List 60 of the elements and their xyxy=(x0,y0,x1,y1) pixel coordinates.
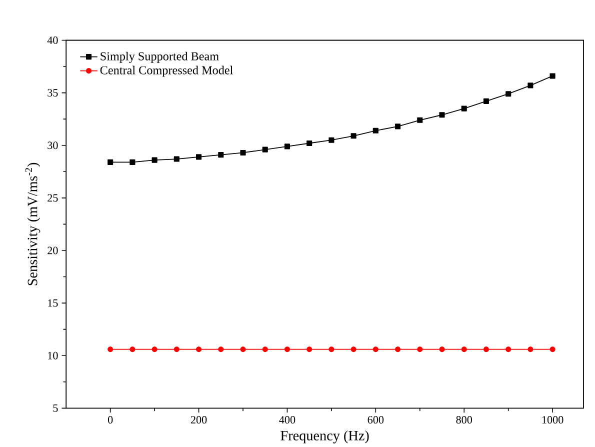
point xyxy=(262,146,268,152)
legend-label: Central Compressed Model xyxy=(100,66,233,77)
y-tick-label: 15 xyxy=(48,299,58,307)
point xyxy=(506,91,512,97)
point xyxy=(372,128,378,134)
point xyxy=(550,73,556,79)
point xyxy=(461,346,467,352)
point xyxy=(130,159,136,165)
point xyxy=(350,346,356,352)
x-tick-label: 1000 xyxy=(542,416,564,424)
point xyxy=(350,133,356,139)
x-tick-label: 600 xyxy=(368,416,384,424)
point xyxy=(218,346,224,352)
y-tick-label: 40 xyxy=(47,36,58,44)
point xyxy=(152,346,158,352)
point xyxy=(506,346,512,352)
x-tick-label: 0 xyxy=(108,416,113,424)
x-tick-label: 800 xyxy=(456,416,472,424)
x-tick-label: 200 xyxy=(190,416,207,424)
y-tick-label: 10 xyxy=(48,352,58,360)
point xyxy=(439,112,445,118)
x-axis-title: Frequency (Hz) xyxy=(280,430,369,444)
point xyxy=(196,154,202,160)
y-tick-label: 5 xyxy=(53,404,58,412)
point xyxy=(328,137,334,143)
y-tick-label: 25 xyxy=(48,194,58,202)
y-axis-title: Sensitivity (mV/ms$^{-2}$) xyxy=(25,162,40,286)
y-tick-label: 20 xyxy=(48,246,58,254)
point xyxy=(461,106,467,112)
point xyxy=(284,144,290,150)
y-tick-label: 35 xyxy=(48,89,58,97)
point xyxy=(528,346,534,352)
point xyxy=(262,346,268,352)
point xyxy=(550,346,556,352)
point xyxy=(306,140,312,146)
point xyxy=(108,159,114,165)
point xyxy=(174,156,180,162)
point xyxy=(108,346,114,352)
legend-label: Simply Supported Beam xyxy=(100,52,219,63)
point xyxy=(439,346,445,352)
point xyxy=(394,346,401,352)
point xyxy=(417,117,423,123)
point xyxy=(306,346,312,352)
point xyxy=(240,150,246,156)
point xyxy=(174,346,180,352)
point xyxy=(417,346,423,352)
point xyxy=(196,346,202,352)
point xyxy=(130,346,136,352)
point xyxy=(218,152,224,158)
point xyxy=(152,157,158,163)
x-tick-label: 400 xyxy=(279,416,296,424)
point xyxy=(328,346,334,352)
point xyxy=(240,346,246,352)
point xyxy=(483,346,489,352)
point xyxy=(483,98,489,104)
y-tick-label: 30 xyxy=(48,142,58,150)
point xyxy=(394,124,401,130)
point xyxy=(284,346,290,352)
point xyxy=(528,82,534,88)
point xyxy=(372,346,378,352)
